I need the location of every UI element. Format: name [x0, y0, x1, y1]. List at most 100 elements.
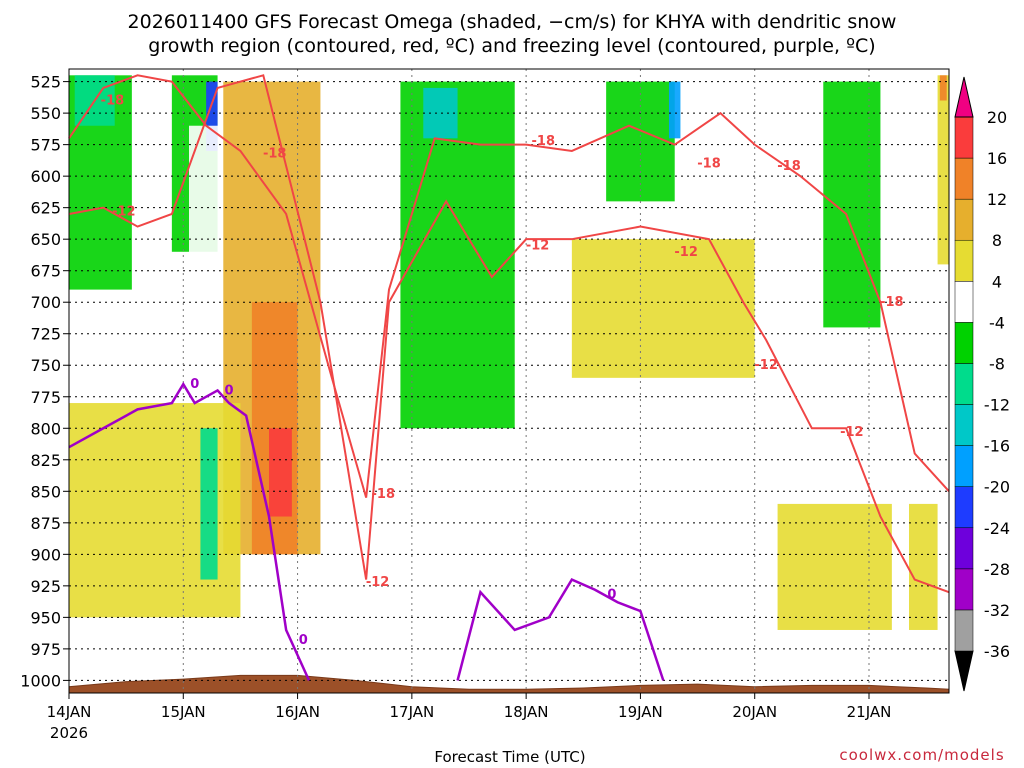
colorbar-label: -36	[984, 642, 1010, 661]
y-tick-label: 1000	[20, 671, 61, 690]
omega-region	[937, 75, 949, 265]
x-tick-label: 14JAN	[47, 703, 92, 721]
credit-text: coolwx.com/models	[839, 746, 1004, 764]
colorbar: -36 -32 -28 -24 -20 -16 -12 -8 -4 4 8 12 16 20	[954, 76, 1010, 692]
y-tick-label: 950	[30, 608, 61, 627]
terrain-fill	[68, 674, 950, 694]
colorbar-swatch	[954, 363, 974, 405]
chart-title: 2026011400 GFS Forecast Omega (shaded, −…	[128, 11, 897, 57]
omega-region	[269, 428, 292, 517]
dgz-contour-label: -12	[366, 575, 390, 590]
freezing-level-contour	[68, 381, 311, 681]
y-tick-label: 575	[30, 136, 61, 155]
colorbar-swatch	[954, 527, 974, 570]
x-tick-label: 16JAN	[275, 703, 320, 721]
freezing-contour-label: 0	[224, 383, 233, 398]
dgz-contour-label: -12	[112, 204, 136, 219]
freezing-contour-label: 0	[607, 588, 616, 603]
y-tick-label: 900	[30, 545, 61, 564]
dgz-contour-label: -12	[840, 425, 864, 440]
dgz-contour-label: -18	[880, 295, 904, 310]
y-tick-label: 975	[30, 640, 61, 659]
colorbar-label: -20	[984, 478, 1010, 497]
colorbar-swatch	[954, 157, 974, 200]
x-axis-ticks: 14JAN 15JAN 16JAN 17JAN 18JAN 19JAN 20JAN 21JAN…	[47, 693, 892, 742]
y-tick-label: 600	[30, 167, 61, 186]
dgz-contour-label: -12	[754, 358, 778, 373]
x-tick-label: 15JAN	[161, 703, 206, 721]
colorbar-swatch	[954, 404, 974, 446]
colorbar-label: 16	[987, 149, 1007, 168]
contour-lines: -18 -12 -18 -18 -12 -18 -12 -12 -18 -18 -12 -12 -18 0…	[68, 74, 950, 681]
colorbar-swatch	[954, 322, 974, 364]
colorbar-label: -8	[989, 354, 1005, 373]
omega-region	[777, 503, 892, 630]
colorbar-label: -24	[984, 519, 1010, 538]
omega-region	[669, 81, 681, 139]
y-tick-label: 550	[30, 104, 61, 123]
colorbar-swatch	[954, 445, 974, 487]
y-tick-label: 750	[30, 356, 61, 375]
colorbar-label: 12	[987, 190, 1007, 209]
colorbar-label: -32	[984, 601, 1010, 620]
x-tick-label: 21JAN	[847, 703, 892, 721]
colorbar-label: 20	[987, 108, 1007, 127]
omega-region	[823, 81, 881, 328]
colorbar-bottom-arrow	[954, 650, 974, 692]
colorbar-swatch	[954, 609, 974, 652]
omega-region	[189, 125, 224, 278]
y-tick-label: 675	[30, 262, 61, 281]
terrain-area	[68, 674, 950, 694]
x-tick-label: 20JAN	[732, 703, 777, 721]
plot-frame	[68, 68, 950, 694]
dgz-contour-label: -18	[101, 94, 125, 109]
y-tick-label: 725	[30, 325, 61, 344]
y-tick-label: 925	[30, 577, 61, 596]
freezing-level-contour-2	[456, 577, 665, 681]
y-tick-label: 775	[30, 388, 61, 407]
y-tick-label: 625	[30, 199, 61, 218]
colorbar-swatch	[954, 198, 974, 241]
dgz-contour-label: -12	[674, 245, 698, 260]
grid-lines	[68, 69, 949, 693]
x-year-label: 2026	[50, 724, 88, 742]
dgz-minus12-contour	[68, 74, 950, 594]
colorbar-label: -28	[984, 560, 1010, 579]
colorbar-swatch	[954, 568, 974, 611]
omega-region	[939, 75, 947, 101]
dgz-minus18-contour	[68, 74, 950, 498]
omega-shading	[69, 75, 949, 630]
y-tick-label: 650	[30, 230, 61, 249]
colorbar-label: 8	[992, 231, 1002, 250]
colorbar-label: -4	[989, 313, 1005, 332]
omega-region	[400, 81, 515, 429]
dgz-contour-label: -18	[263, 146, 287, 161]
omega-region	[200, 428, 218, 580]
title-line: 2026011400 GFS Forecast Omega (shaded, −…	[128, 11, 897, 33]
colorbar-top-arrow	[954, 76, 974, 118]
y-tick-label: 800	[30, 419, 61, 438]
y-axis-ticks: 525 550 575 600 625 650 675 700 725 750 775 800 825 8…	[20, 73, 69, 690]
x-tick-label: 17JAN	[389, 703, 434, 721]
freezing-contour-label: 0	[190, 377, 199, 392]
y-tick-label: 825	[30, 451, 61, 470]
dgz-contour-label: -18	[697, 157, 721, 172]
omega-region	[571, 239, 755, 378]
dgz-contour-label: -18	[777, 159, 801, 174]
omega-region	[423, 87, 458, 139]
x-axis-label: Forecast Time (UTC)	[434, 748, 585, 766]
colorbar-swatch	[954, 116, 974, 159]
y-tick-label: 850	[30, 482, 61, 501]
title-line: growth region (contoured, red, ºC) and f…	[148, 35, 875, 57]
omega-region	[909, 503, 938, 630]
x-tick-label: 19JAN	[618, 703, 663, 721]
colorbar-swatch	[954, 486, 974, 529]
dgz-contour-label: -18	[532, 134, 556, 149]
y-tick-label: 875	[30, 514, 61, 533]
dgz-contour-label: -18	[372, 487, 396, 502]
colorbar-swatch	[954, 281, 974, 323]
omega-region	[206, 81, 218, 151]
colorbar-label: -12	[984, 396, 1010, 415]
colorbar-label: 4	[992, 272, 1002, 291]
